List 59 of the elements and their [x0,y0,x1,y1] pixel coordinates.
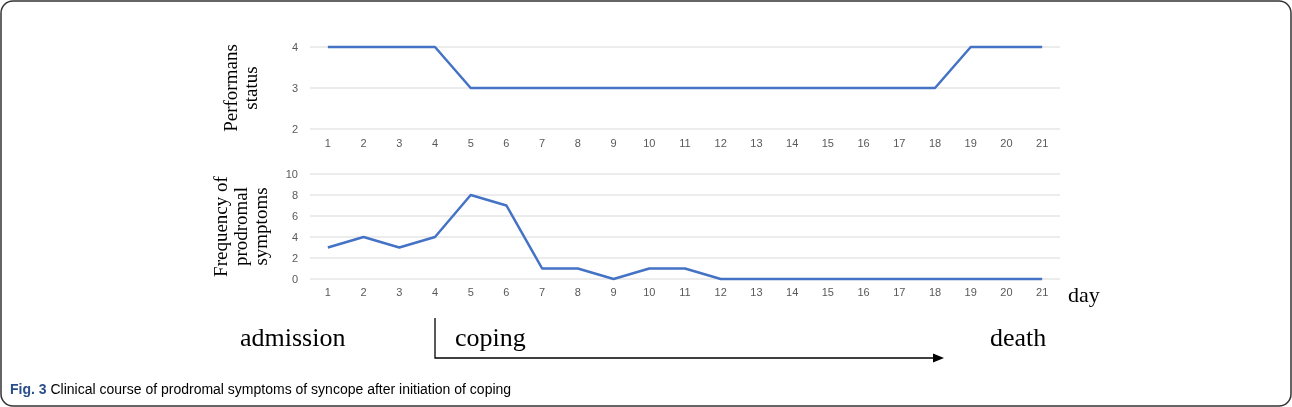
x-tick-label: 16 [857,286,870,298]
x-tick-label: 20 [1000,286,1013,298]
x-tick-label: 3 [396,286,403,298]
x-tick-label: 3 [396,137,403,149]
y-axis-title: Frequency of prodromal symptoms [209,175,271,277]
x-tick-label: 10 [643,286,656,298]
x-tick-label: 15 [821,286,834,298]
x-tick-label: 8 [574,137,581,149]
x-tick-label: 12 [714,286,727,298]
x-tick-label: 5 [467,286,474,298]
y-tick-label: 4 [291,230,298,243]
x-tick-label: 12 [714,137,727,149]
x-tick-label: 19 [964,286,977,298]
line-series [326,193,1044,281]
x-tick-label: 13 [750,137,763,149]
x-tick-label: 5 [467,137,474,149]
x-tick-label: 18 [928,137,942,149]
y-tick-label: 2 [291,251,298,264]
x-tick-label: 18 [928,286,942,298]
x-tick-label: 16 [857,137,870,149]
text: death [990,323,1047,352]
x-tick-label: 19 [964,137,977,149]
x-tick-label: 2 [360,137,367,149]
x-tick-label: 7 [539,137,546,149]
y-tick-label: 8 [291,188,298,201]
x-tick-label: 6 [503,137,510,149]
y-tick-label: 0 [291,272,298,285]
x-tick-label: 17 [893,286,906,298]
x-tick-label: 1 [324,286,331,298]
y-tick-label: 10 [285,167,298,180]
x-tick-label: 13 [750,286,763,298]
x-tick-label: 14 [786,137,799,149]
x-tick-label: 9 [610,137,617,149]
x-tick-label: 11 [679,137,691,149]
y-tick-label: 6 [291,209,298,222]
x-tick-label: 8 [574,286,581,298]
x-axis-title: day [1068,282,1100,307]
x-tick-label: 11 [679,286,691,298]
y-tick-label: 3 [291,81,298,94]
x-tick-label: 1 [324,137,331,149]
x-tick-label: 17 [893,137,906,149]
x-tick-label: 21 [1036,137,1049,149]
x-tick-label: 9 [610,286,617,298]
text: admission [240,323,346,352]
x-tick-label: 20 [1000,137,1013,149]
x-tick-label: 21 [1036,286,1049,298]
x-tick-label: 14 [786,286,799,298]
y-axis-title: Performans status [219,44,261,132]
y-tick-label: 4 [291,40,298,53]
caption: Fig. 3 Clinical course of prodromal symptoms of syncope after initiation of coping [10,381,512,397]
text: coping [455,323,526,352]
x-tick-label: 10 [643,137,656,149]
x-tick-label: 4 [431,286,439,298]
x-tick-label: 4 [431,137,439,149]
x-tick-label: 6 [503,286,510,298]
y-tick-label: 2 [291,122,298,135]
x-tick-label: 2 [360,286,367,298]
x-tick-label: 7 [539,286,546,298]
x-tick-label: 15 [821,137,834,149]
